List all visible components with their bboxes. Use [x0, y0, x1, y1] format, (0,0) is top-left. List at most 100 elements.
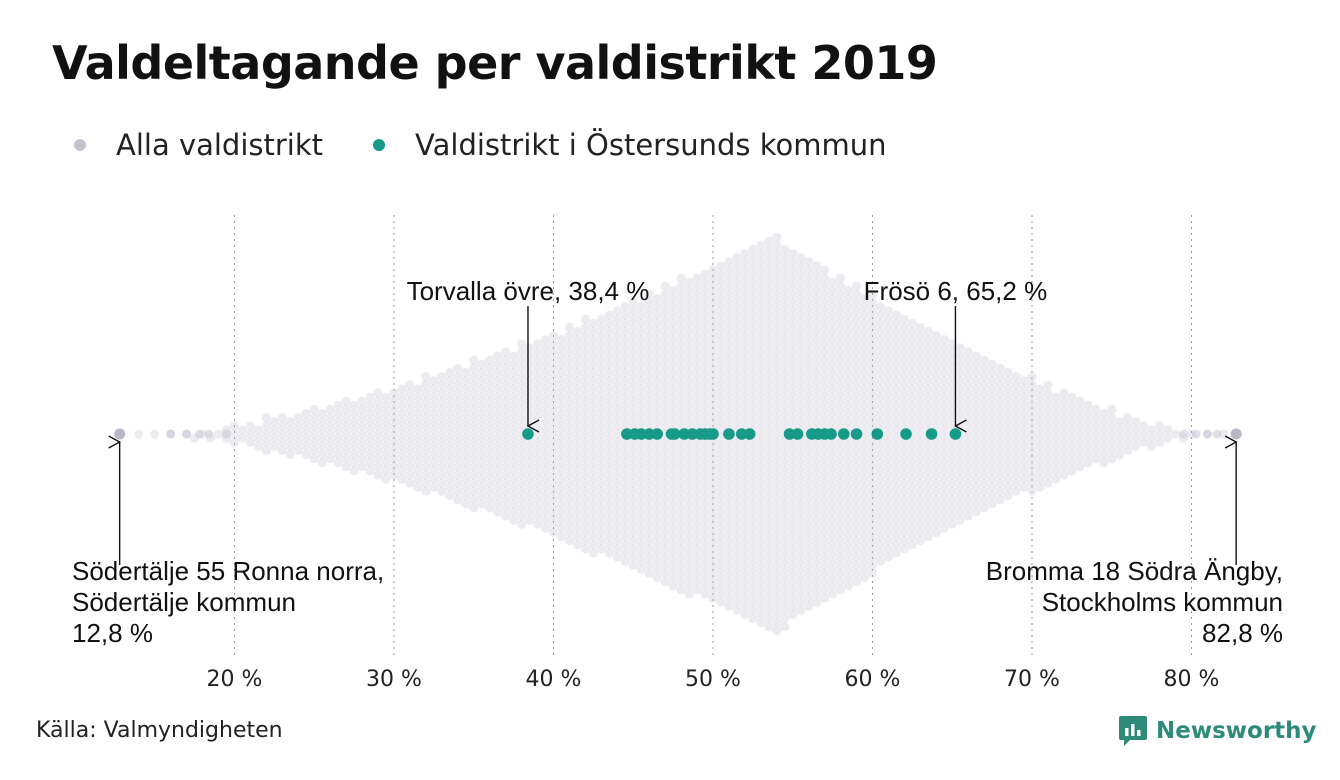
- swarm-point: [1043, 396, 1053, 406]
- swarm-point: [445, 482, 455, 492]
- swarm-point: [772, 355, 782, 365]
- swarm-point: [389, 413, 399, 423]
- swarm-point: [843, 294, 854, 304]
- swarm-point: [365, 417, 375, 427]
- swarm-point: [493, 367, 503, 378]
- swarm-point: [915, 454, 925, 464]
- swarm-point: [796, 540, 806, 550]
- swarm-point: [1051, 466, 1061, 476]
- swarm-point: [772, 568, 782, 579]
- swarm-point: [899, 363, 910, 373]
- swarm-point: [652, 302, 662, 312]
- swarm-point: [724, 577, 734, 587]
- swarm-point: [851, 388, 862, 398]
- swarm-point: [421, 429, 431, 439]
- swarm-point: [756, 331, 766, 341]
- swarm-point: [875, 499, 886, 509]
- swarm-point: [564, 413, 575, 423]
- swarm-point: [931, 421, 941, 431]
- swarm-point: [580, 413, 591, 423]
- swarm-point: [564, 388, 575, 398]
- swarm-point: [780, 359, 790, 369]
- swarm-point: [676, 306, 686, 316]
- swarm-point: [676, 290, 686, 300]
- swarm-point: [772, 404, 782, 414]
- swarm-point: [732, 359, 742, 369]
- swarm-point: [588, 359, 598, 369]
- swarm-point: [548, 519, 559, 529]
- swarm-point: [740, 577, 750, 587]
- swarm-point: [501, 421, 511, 431]
- swarm-point: [979, 404, 989, 414]
- swarm-point: [947, 511, 957, 521]
- swarm-point: [732, 318, 742, 328]
- swarm-point: [572, 531, 583, 542]
- swarm-point: [947, 363, 957, 373]
- swarm-point: [580, 388, 591, 398]
- swarm-point: [987, 417, 997, 427]
- swarm-point: [875, 400, 886, 410]
- swarm-point: [931, 462, 941, 472]
- swarm-point: [772, 314, 782, 324]
- swarm-point: [859, 392, 870, 402]
- swarm-point: [859, 548, 870, 558]
- swarm-point: [923, 417, 933, 427]
- swarm-point: [796, 449, 806, 460]
- x-tick-label: 30 %: [366, 667, 422, 692]
- swarm-point: [843, 326, 854, 337]
- swarm-point: [780, 548, 790, 558]
- swarm-point: [596, 462, 606, 472]
- swarm-point: [851, 331, 862, 341]
- swarm-point: [756, 363, 766, 373]
- swarm-point: [836, 306, 846, 316]
- swarm-point: [517, 519, 527, 529]
- swarm-point: [955, 507, 965, 517]
- swarm-point: [540, 482, 551, 492]
- swarm-point: [676, 331, 686, 341]
- swarm-point: [764, 261, 774, 271]
- legend-label: Alla valdistrikt: [116, 128, 324, 162]
- swarm-point: [604, 384, 614, 394]
- swarm-point: [772, 445, 782, 455]
- swarm-point: [836, 519, 846, 529]
- swarm-point: [843, 572, 854, 583]
- swarm-point: [317, 425, 327, 435]
- swarm-point: [708, 486, 718, 496]
- swarm-point: [684, 326, 694, 337]
- swarm-point: [445, 441, 455, 451]
- swarm-point: [708, 355, 718, 365]
- swarm-point: [820, 560, 830, 570]
- swarm-point: [1019, 466, 1029, 476]
- swarm-point: [461, 392, 471, 402]
- swarm-point: [564, 445, 575, 455]
- swarm-point: [923, 400, 933, 410]
- swarm-point: [501, 445, 511, 455]
- swarm-point: [907, 376, 917, 386]
- swarm-point: [756, 306, 766, 316]
- swarm-point: [891, 310, 902, 320]
- swarm-point: [532, 454, 543, 464]
- swarm-point: [764, 425, 774, 435]
- swarm-point: [995, 372, 1005, 382]
- swarm-point: [1003, 417, 1013, 427]
- swarm-point: [812, 261, 822, 271]
- swarm-point: [580, 347, 591, 357]
- swarm-point: [859, 474, 870, 484]
- swarm-point: [851, 454, 862, 464]
- swarm-point: [604, 441, 614, 451]
- swarm-point: [716, 556, 726, 566]
- swarm-point: [588, 335, 598, 345]
- swarm-point: [700, 466, 710, 476]
- swarm-point: [509, 376, 519, 386]
- swarm-point: [572, 449, 583, 460]
- swarm-point: [828, 589, 838, 599]
- swarm-point: [764, 458, 774, 468]
- swarm-point: [477, 367, 487, 378]
- swarm-point: [493, 449, 503, 460]
- swarm-point: [1027, 478, 1037, 488]
- swarm-point: [469, 388, 479, 398]
- swarm-point: [644, 322, 654, 332]
- swarm-point: [437, 372, 447, 382]
- swarm-point: [429, 458, 439, 468]
- swarm-point: [556, 400, 567, 410]
